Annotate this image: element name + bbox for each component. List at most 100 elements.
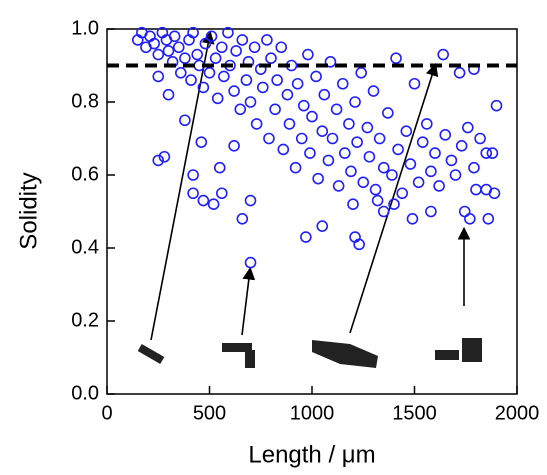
data-point <box>355 67 368 79</box>
data-point <box>470 183 482 196</box>
data-point <box>425 205 437 218</box>
data-point <box>349 96 361 108</box>
data-point <box>275 41 288 54</box>
data-point <box>152 70 165 83</box>
data-point <box>300 231 312 243</box>
data-point <box>464 213 476 225</box>
data-point <box>396 187 409 200</box>
data-point <box>187 26 199 39</box>
data-point <box>316 125 329 137</box>
data-point <box>168 30 181 43</box>
data-point <box>429 147 441 159</box>
data-point <box>216 41 228 54</box>
data-point <box>234 103 247 116</box>
y-tick-label: 0.8 <box>71 90 99 112</box>
data-point <box>213 161 226 174</box>
data-point <box>228 140 240 152</box>
data-point <box>357 176 370 189</box>
data-point <box>205 30 218 43</box>
data-point <box>420 118 433 130</box>
data-point <box>152 154 165 167</box>
data-point <box>433 180 445 192</box>
x-tick-label: 1000 <box>290 402 335 424</box>
data-point <box>400 125 413 137</box>
y-tick-label: 0.6 <box>71 163 99 185</box>
data-point <box>408 77 421 90</box>
data-point <box>281 88 294 101</box>
data-point <box>425 165 437 178</box>
data-point <box>480 147 493 159</box>
data-point <box>490 99 503 112</box>
x-tick-label: 500 <box>193 402 226 424</box>
data-point <box>244 96 257 108</box>
data-point <box>179 52 191 65</box>
data-point <box>326 132 339 145</box>
data-point <box>377 205 390 218</box>
data-point <box>449 169 462 181</box>
data-point <box>412 176 425 189</box>
data-point <box>461 121 474 134</box>
data-point <box>453 67 466 79</box>
data-point <box>211 92 224 105</box>
data-point <box>388 198 400 210</box>
data-point <box>304 147 316 159</box>
data-point <box>347 198 359 210</box>
data-point <box>244 194 257 207</box>
data-point <box>197 194 210 207</box>
data-point <box>222 26 234 39</box>
data-point <box>363 150 376 163</box>
data-point <box>437 48 450 61</box>
data-point <box>148 37 160 50</box>
data-point <box>216 187 228 200</box>
data-point <box>248 41 261 54</box>
data-point <box>263 132 275 145</box>
data-point <box>369 183 382 196</box>
data-point <box>318 88 331 101</box>
data-point <box>445 154 458 167</box>
data-point <box>310 70 322 83</box>
data-point <box>330 103 343 116</box>
y-tick-label: 0.2 <box>71 309 99 331</box>
data-point <box>197 81 210 94</box>
data-point <box>271 74 283 86</box>
data-point <box>386 169 398 181</box>
data-point <box>351 136 363 148</box>
data-point <box>474 132 486 145</box>
data-point <box>236 34 249 46</box>
data-point <box>416 136 429 148</box>
data-point <box>172 41 185 54</box>
data-point <box>297 99 310 112</box>
data-point <box>162 88 175 101</box>
data-point <box>306 110 318 123</box>
data-point <box>322 154 335 167</box>
y-tick-label: 0.4 <box>71 236 99 258</box>
data-point <box>295 132 308 145</box>
data-point <box>209 52 222 65</box>
data-point <box>392 143 404 156</box>
data-point <box>439 129 452 141</box>
data-point <box>316 220 329 232</box>
particle-images <box>137 338 482 368</box>
x-tick-label: 2000 <box>495 402 540 424</box>
data-point <box>367 85 380 97</box>
x-tick-label: 0 <box>101 402 112 424</box>
data-point <box>382 107 394 119</box>
y-tick-label: 0.0 <box>71 382 99 404</box>
plot-frame <box>106 28 518 395</box>
data-point <box>162 45 175 57</box>
x-tick-label: 1500 <box>392 402 437 424</box>
data-point <box>455 140 468 152</box>
data-point <box>236 213 249 225</box>
data-point <box>207 198 220 210</box>
data-point <box>336 77 349 90</box>
data-point <box>404 158 417 170</box>
data-point <box>291 77 304 90</box>
data-point <box>175 67 187 79</box>
data-point <box>218 70 230 83</box>
data-point <box>345 165 357 178</box>
data-point <box>265 52 277 65</box>
data-point <box>312 172 324 185</box>
data-point <box>261 34 273 46</box>
data-point <box>390 52 402 65</box>
